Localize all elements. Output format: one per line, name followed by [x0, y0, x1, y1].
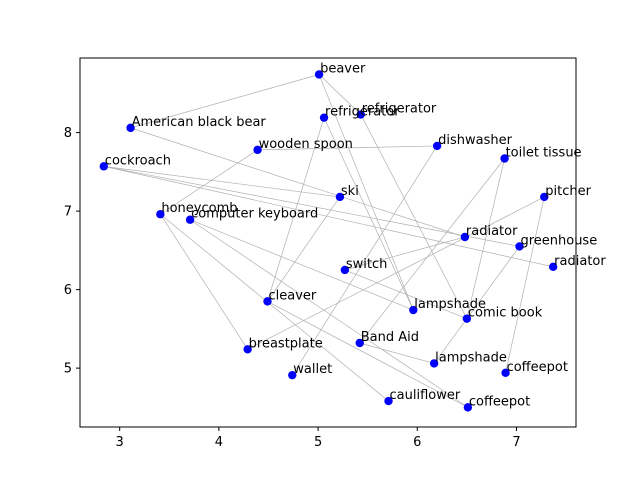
data-point: [156, 210, 165, 219]
edge-line: [360, 114, 468, 319]
edge-line: [291, 145, 438, 376]
data-point: [462, 314, 472, 323]
data-point: [409, 305, 418, 315]
plot-frame: [79, 57, 577, 428]
y-axis: 5 6 7 8: [64, 126, 80, 377]
point-label: computer keyboard: [191, 207, 318, 222]
data-point: [460, 232, 470, 242]
data-point: [384, 396, 393, 406]
data-point: [340, 265, 350, 275]
points-layer: [99, 70, 558, 412]
data-point: [99, 162, 109, 171]
y-tick-label: 5: [64, 362, 72, 377]
data-point: [463, 403, 473, 412]
data-point: [356, 110, 365, 119]
data-point: [314, 70, 324, 79]
edge-line: [160, 149, 258, 215]
edge-line: [103, 166, 520, 247]
y-tick-label: 7: [64, 205, 72, 220]
data-point: [432, 141, 442, 151]
point-label: cleaver: [268, 288, 316, 303]
edge-line: [257, 145, 438, 151]
data-point: [515, 242, 524, 251]
data-point: [548, 262, 558, 272]
data-point: [253, 145, 262, 155]
edge-line: [247, 196, 545, 350]
data-point: [185, 215, 195, 224]
point-label: lampshade: [414, 297, 486, 312]
point-label: wallet: [293, 362, 332, 377]
data-point: [288, 370, 297, 380]
data-point: [263, 297, 272, 306]
point-label: cockroach: [105, 153, 171, 168]
point-label: greenhouse: [520, 233, 597, 248]
x-tick-label: 6: [413, 435, 421, 450]
data-point: [429, 359, 439, 368]
point-label: wooden spoon: [259, 137, 353, 152]
edge-line: [130, 127, 466, 238]
edge-line: [505, 196, 545, 373]
edge-line: [103, 165, 340, 198]
edge-line: [433, 246, 520, 364]
edge-line: [103, 166, 554, 268]
point-label: switch: [346, 257, 388, 272]
point-label: radiator: [554, 254, 606, 269]
point-label: toilet tissue: [506, 145, 582, 160]
point-label: breastplate: [249, 336, 323, 351]
x-tick-label: 5: [314, 435, 322, 450]
data-point: [500, 154, 509, 163]
point-label: cauliflower: [390, 388, 461, 403]
point-label: coffeepot: [469, 394, 530, 409]
point-label: dishwasher: [438, 133, 512, 148]
edge-line: [130, 74, 320, 129]
data-point: [126, 123, 135, 133]
edge-line: [466, 158, 505, 319]
point-label: honeycomb: [161, 201, 237, 216]
data-point: [243, 345, 252, 354]
edge-line: [359, 342, 435, 364]
edge-line: [318, 74, 414, 311]
point-label: pitcher: [545, 184, 591, 199]
data-point: [319, 113, 329, 122]
edge-line: [323, 117, 414, 311]
x-tick-label: 7: [512, 435, 520, 450]
x-tick-label: 4: [215, 435, 223, 450]
x-axis: 3 4 5 6 7: [116, 427, 521, 450]
y-tick-label: 6: [64, 283, 72, 298]
edge-line: [318, 74, 361, 115]
x-tick-label: 3: [116, 435, 124, 450]
data-point: [355, 338, 364, 348]
data-point: [540, 192, 549, 202]
edge-line: [344, 269, 468, 319]
point-label: coffeepot: [507, 360, 568, 375]
edge-line: [189, 219, 414, 311]
point-label: lampshade: [435, 350, 507, 365]
point-label: Band Aid: [361, 330, 419, 345]
edge-line: [189, 219, 469, 408]
point-label: refrigerator: [325, 105, 400, 120]
point-label: beaver: [320, 61, 366, 76]
point-label: refrigerator: [362, 102, 437, 117]
point-label: comic book: [468, 306, 543, 321]
edge-line: [344, 236, 465, 271]
point-label: ski: [341, 184, 359, 199]
edge-line: [267, 301, 469, 408]
edge-line: [359, 158, 505, 344]
point-label: radiator: [466, 224, 518, 239]
point-label: American black bear: [132, 115, 267, 130]
y-tick-label: 8: [64, 126, 72, 141]
data-point: [335, 192, 345, 202]
edge-line: [160, 214, 248, 350]
edges-layer: [103, 74, 554, 408]
edge-line: [160, 213, 389, 402]
edge-line: [267, 196, 341, 302]
data-point: [501, 368, 510, 378]
